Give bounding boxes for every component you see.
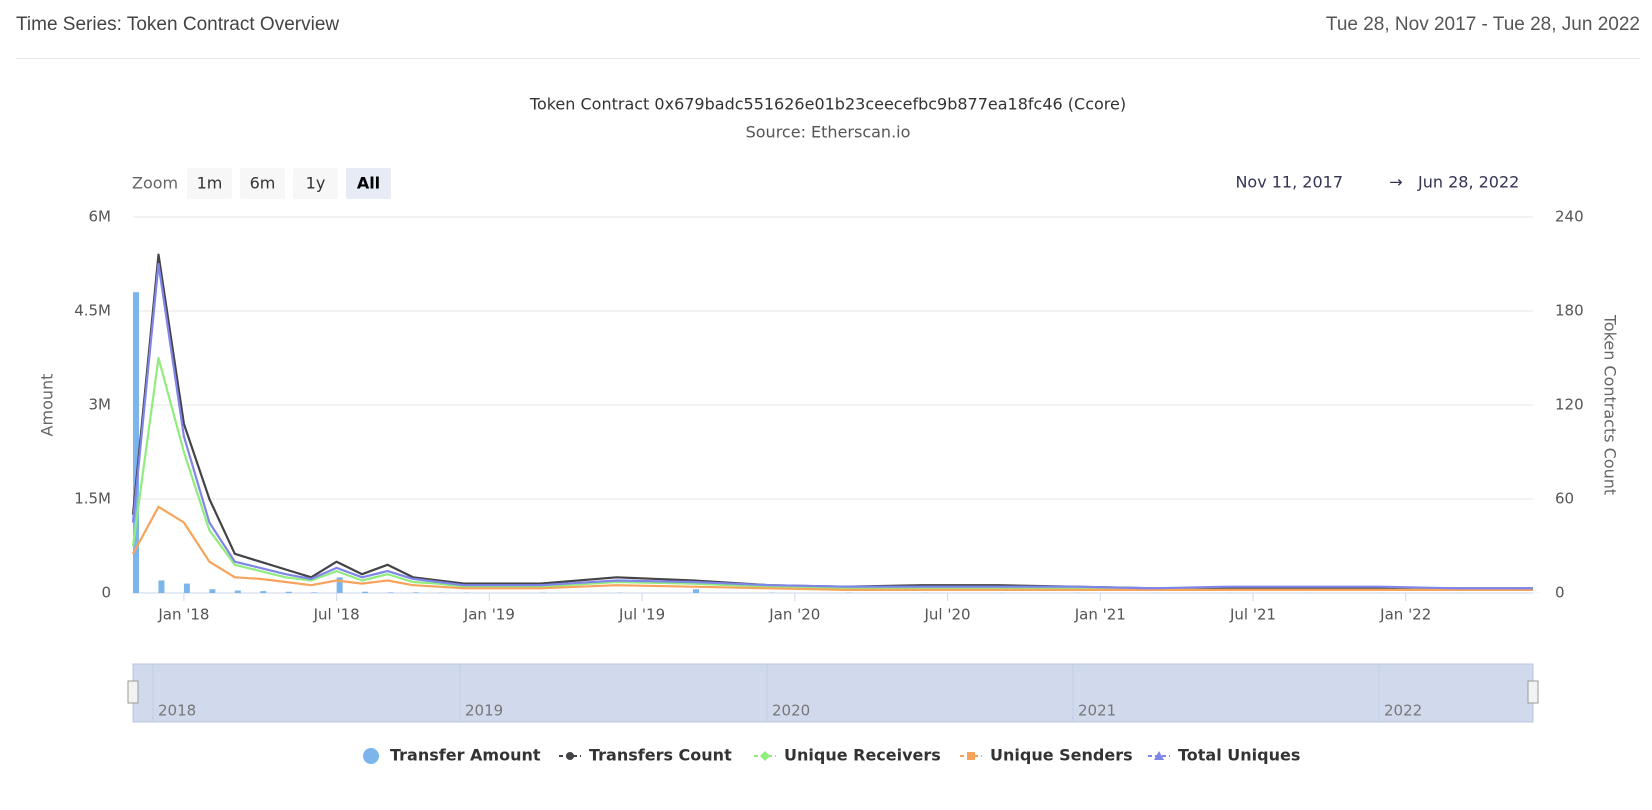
chart-title: Token Contract 0x679badc551626e01b23ceec… xyxy=(529,95,1126,114)
y-tick-label: 0 xyxy=(101,584,111,602)
bar xyxy=(260,591,267,593)
legend-label[interactable]: Unique Receivers xyxy=(784,746,941,765)
chart-subtitle: Source: Etherscan.io xyxy=(746,123,911,142)
series-line xyxy=(131,356,1533,591)
legend-marker[interactable] xyxy=(566,752,574,760)
bar xyxy=(158,580,165,593)
legend-label[interactable]: Transfer Amount xyxy=(390,746,541,765)
y-tick-label: 6M xyxy=(89,208,112,226)
bar xyxy=(693,589,699,593)
x-tick-label: Jul '18 xyxy=(313,606,360,624)
navigator-handle[interactable] xyxy=(127,680,139,704)
bar xyxy=(133,292,139,593)
navigator-label: 2018 xyxy=(158,702,196,720)
zoom-button[interactable] xyxy=(187,168,232,199)
date-range: Tue 28, Nov 2017 - Tue 28, Jun 2022 xyxy=(1325,14,1640,35)
x-tick-label: Jul '21 xyxy=(1229,606,1276,624)
y-tick-label: 3M xyxy=(89,396,112,414)
range-separator: → xyxy=(1389,173,1402,192)
legend-marker[interactable] xyxy=(967,752,975,760)
legend-label[interactable]: Unique Senders xyxy=(990,746,1133,765)
y2-tick-label: 60 xyxy=(1555,490,1574,508)
zoom-button[interactable] xyxy=(346,168,391,199)
zoom-button[interactable] xyxy=(240,168,285,199)
x-tick-label: Jan '20 xyxy=(768,606,820,624)
x-tick-label: Jul '20 xyxy=(924,606,971,624)
y-tick-label: 1.5M xyxy=(74,490,111,508)
bar xyxy=(209,589,216,593)
bar xyxy=(285,591,292,593)
bar xyxy=(183,583,190,593)
bar xyxy=(311,592,318,593)
y2-tick-label: 0 xyxy=(1555,584,1565,602)
zoom-button-label[interactable]: 6m xyxy=(250,174,276,193)
y2-tick-label: 240 xyxy=(1555,208,1584,226)
zoom-button-label[interactable]: All xyxy=(357,174,380,193)
x-tick-label: Jan '21 xyxy=(1074,606,1126,624)
x-tick-label: Jul '19 xyxy=(618,606,665,624)
bar xyxy=(362,591,369,593)
legend-marker[interactable] xyxy=(363,748,379,764)
navigator[interactable] xyxy=(132,663,1534,723)
y2-axis-title: Token Contracts Count xyxy=(1601,314,1620,495)
range-from: Nov 11, 2017 xyxy=(1235,173,1343,192)
series-line xyxy=(131,262,1533,590)
zoom-button-label[interactable]: 1y xyxy=(306,174,326,193)
x-tick-label: Jan '19 xyxy=(463,606,515,624)
navigator-label: 2022 xyxy=(1384,702,1422,720)
legend-marker[interactable] xyxy=(1154,751,1164,760)
range-to: Jun 28, 2022 xyxy=(1417,173,1519,192)
zoom-button[interactable] xyxy=(293,168,338,199)
series-line xyxy=(132,505,1533,591)
legend-label[interactable]: Total Uniques xyxy=(1178,746,1300,765)
series-line xyxy=(131,253,1533,590)
x-tick-label: Jan '18 xyxy=(157,606,209,624)
x-tick-label: Jan '22 xyxy=(1379,606,1431,624)
navigator-label: 2021 xyxy=(1078,702,1116,720)
zoom-button-label[interactable]: 1m xyxy=(197,174,223,193)
page-title: Time Series: Token Contract Overview xyxy=(16,14,340,35)
y-axis-title: Amount xyxy=(38,374,57,437)
bar xyxy=(387,592,394,593)
bar xyxy=(234,590,241,593)
bar xyxy=(336,577,343,593)
y-tick-label: 4.5M xyxy=(74,302,111,320)
legend-marker[interactable] xyxy=(760,751,770,761)
y2-tick-label: 120 xyxy=(1555,396,1584,414)
legend-label[interactable]: Transfers Count xyxy=(589,746,732,765)
divider xyxy=(16,58,1640,59)
bar xyxy=(413,592,419,593)
navigator-handle[interactable] xyxy=(1527,680,1539,704)
y2-tick-label: 180 xyxy=(1555,302,1584,320)
navigator-label: 2019 xyxy=(465,702,503,720)
navigator-label: 2020 xyxy=(772,702,810,720)
zoom-label: Zoom xyxy=(132,174,178,193)
